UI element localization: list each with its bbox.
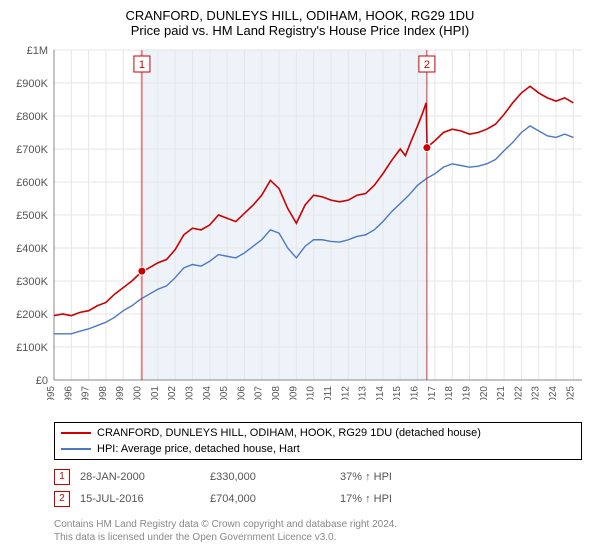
- svg-text:£100K: £100K: [16, 342, 48, 354]
- svg-text:2000: 2000: [133, 386, 144, 400]
- legend-row: CRANFORD, DUNLEYS HILL, ODIHAM, HOOK, RG…: [61, 425, 575, 441]
- svg-text:2021: 2021: [496, 386, 507, 400]
- svg-text:2018: 2018: [444, 386, 455, 400]
- svg-text:£200K: £200K: [16, 309, 48, 321]
- svg-text:£1M: £1M: [27, 45, 48, 57]
- svg-text:2: 2: [424, 59, 430, 71]
- txn-date: 15-JUL-2016: [80, 493, 210, 505]
- svg-text:2022: 2022: [513, 386, 524, 400]
- svg-text:£0: £0: [36, 375, 48, 387]
- svg-text:1998: 1998: [98, 386, 109, 400]
- transaction-table: 1 28-JAN-2000£330,00037% ↑ HPI 2 15-JUL-201…: [54, 466, 470, 510]
- svg-text:1999: 1999: [115, 386, 126, 400]
- svg-text:£500K: £500K: [16, 210, 48, 222]
- svg-text:2005: 2005: [219, 386, 230, 400]
- svg-text:2001: 2001: [150, 386, 161, 400]
- transaction-row: 2 15-JUL-2016£704,00017% ↑ HPI: [54, 488, 470, 510]
- legend-swatch: [61, 432, 91, 434]
- legend-label: CRANFORD, DUNLEYS HILL, ODIHAM, HOOK, RG…: [97, 427, 481, 439]
- marker-badge: 1: [54, 469, 70, 485]
- svg-text:£800K: £800K: [16, 111, 48, 123]
- legend: CRANFORD, DUNLEYS HILL, ODIHAM, HOOK, RG…: [54, 422, 582, 460]
- svg-text:2011: 2011: [323, 386, 334, 400]
- svg-text:2025: 2025: [565, 386, 576, 400]
- svg-text:1995: 1995: [46, 386, 57, 400]
- svg-text:2017: 2017: [427, 386, 438, 400]
- svg-text:£400K: £400K: [16, 243, 48, 255]
- marker-badge: 2: [54, 491, 70, 507]
- footer-attribution: Contains HM Land Registry data © Crown c…: [54, 518, 397, 544]
- txn-price: £704,000: [210, 493, 340, 505]
- footer-line1: Contains HM Land Registry data © Crown c…: [54, 518, 397, 531]
- svg-text:2023: 2023: [531, 386, 542, 400]
- txn-delta: 17% ↑ HPI: [340, 493, 470, 505]
- svg-text:2010: 2010: [306, 386, 317, 400]
- svg-text:1996: 1996: [63, 386, 74, 400]
- footer-line2: This data is licensed under the Open Gov…: [54, 531, 397, 544]
- svg-text:2004: 2004: [202, 386, 213, 400]
- price-chart: £0 £100K £200K £300K £400K £500K £600K £700K £80…: [0, 0, 600, 400]
- svg-text:2008: 2008: [271, 386, 282, 400]
- svg-text:2012: 2012: [340, 386, 351, 400]
- svg-text:1997: 1997: [81, 386, 92, 400]
- svg-text:£600K: £600K: [16, 177, 48, 189]
- svg-text:2006: 2006: [236, 386, 247, 400]
- legend-row: HPI: Average price, detached house, Hart: [61, 441, 575, 457]
- svg-text:2015: 2015: [392, 386, 403, 400]
- transaction-row: 1 28-JAN-2000£330,00037% ↑ HPI: [54, 466, 470, 488]
- svg-text:2024: 2024: [548, 386, 559, 400]
- legend-swatch: [61, 448, 91, 450]
- svg-text:2019: 2019: [461, 386, 472, 400]
- txn-delta: 37% ↑ HPI: [340, 471, 470, 483]
- svg-text:2020: 2020: [479, 386, 490, 400]
- txn-price: £330,000: [210, 471, 340, 483]
- svg-text:2007: 2007: [254, 386, 265, 400]
- svg-text:1: 1: [139, 59, 145, 71]
- svg-text:2016: 2016: [410, 386, 421, 400]
- legend-label: HPI: Average price, detached house, Hart: [97, 443, 300, 455]
- svg-text:£300K: £300K: [16, 276, 48, 288]
- svg-text:2003: 2003: [184, 386, 195, 400]
- svg-text:£700K: £700K: [16, 144, 48, 156]
- svg-text:2002: 2002: [167, 386, 178, 400]
- svg-text:2009: 2009: [288, 386, 299, 400]
- svg-text:£900K: £900K: [16, 78, 48, 90]
- svg-text:2014: 2014: [375, 386, 386, 400]
- svg-text:2013: 2013: [358, 386, 369, 400]
- txn-date: 28-JAN-2000: [80, 471, 210, 483]
